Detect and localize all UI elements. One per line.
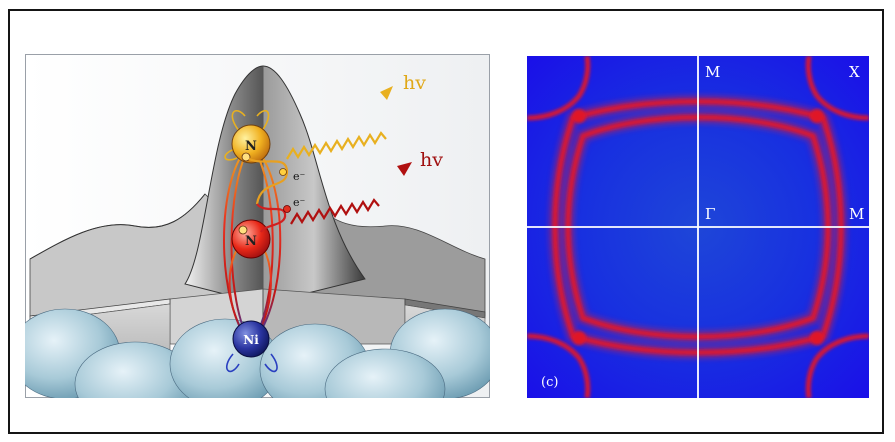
label-gamma: Γ xyxy=(705,205,715,223)
n-top-label: N xyxy=(245,139,257,154)
label-m-top: M xyxy=(705,63,720,81)
ni-atom: Ni xyxy=(232,320,270,358)
label-m-right: M xyxy=(849,205,864,223)
ni-label: Ni xyxy=(243,333,259,347)
panel-label: (c) xyxy=(541,375,558,390)
n-atom-middle: N xyxy=(231,219,271,259)
fermi-bands xyxy=(527,56,869,398)
n-atom-top: N xyxy=(231,124,271,164)
photon-upper-label: hv xyxy=(403,72,426,94)
label-x: X xyxy=(849,63,860,81)
photon-lower-label: hv xyxy=(420,149,443,171)
n-middle-label: N xyxy=(245,234,257,249)
electron-lower-label: e⁻ xyxy=(293,196,306,209)
electron-upper-label: e⁻ xyxy=(293,170,306,183)
photon-upper: hv xyxy=(286,72,426,160)
fermi-surface-map: M X Γ M (c) xyxy=(527,56,869,398)
photon-lower: hv xyxy=(290,149,443,225)
stm-schematic: Ni N N e⁻ e⁻ hv hv xyxy=(25,54,490,398)
substrate-atoms xyxy=(25,308,490,398)
